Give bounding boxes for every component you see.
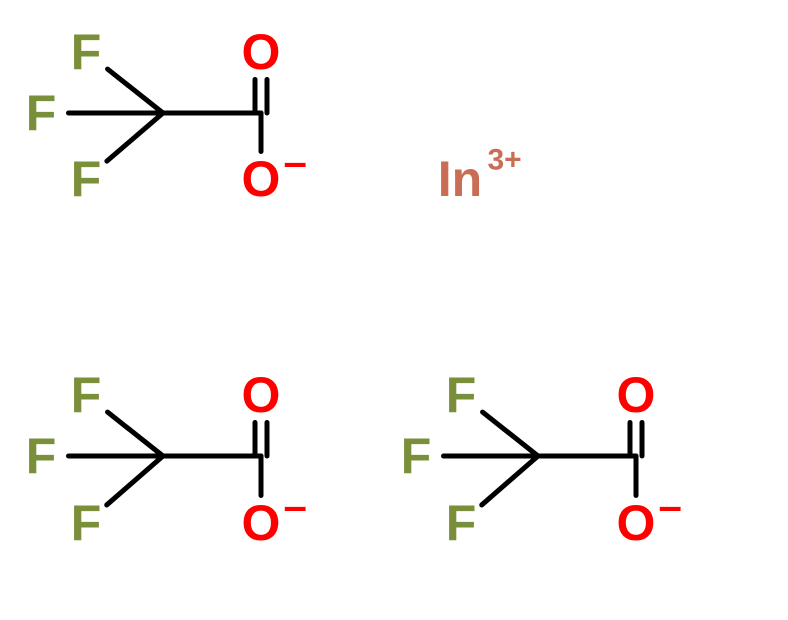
f-atom-label: F bbox=[446, 367, 477, 423]
o-atom-label: O bbox=[242, 151, 281, 207]
f-atom-label: F bbox=[71, 367, 102, 423]
f-atom-label: F bbox=[26, 85, 57, 141]
o-atom-label: O bbox=[242, 24, 281, 80]
o-atom-label: O bbox=[242, 495, 281, 551]
f-atom-label: F bbox=[71, 495, 102, 551]
f-atom-label: F bbox=[401, 428, 432, 484]
o-atom-label: O bbox=[242, 367, 281, 423]
in-atom-label: In bbox=[438, 151, 482, 207]
o-atom-label: O bbox=[617, 367, 656, 423]
f-atom-label: F bbox=[446, 495, 477, 551]
negative-charge: – bbox=[284, 482, 307, 529]
molecule-diagram: FFFOO–In3+FFFOO–FFFOO– bbox=[0, 0, 788, 620]
negative-charge: – bbox=[659, 482, 682, 529]
f-atom-label: F bbox=[26, 428, 57, 484]
f-atom-label: F bbox=[71, 151, 102, 207]
o-atom-label: O bbox=[617, 495, 656, 551]
indium-charge: 3+ bbox=[488, 144, 522, 177]
f-atom-label: F bbox=[71, 24, 102, 80]
negative-charge: – bbox=[284, 138, 307, 185]
